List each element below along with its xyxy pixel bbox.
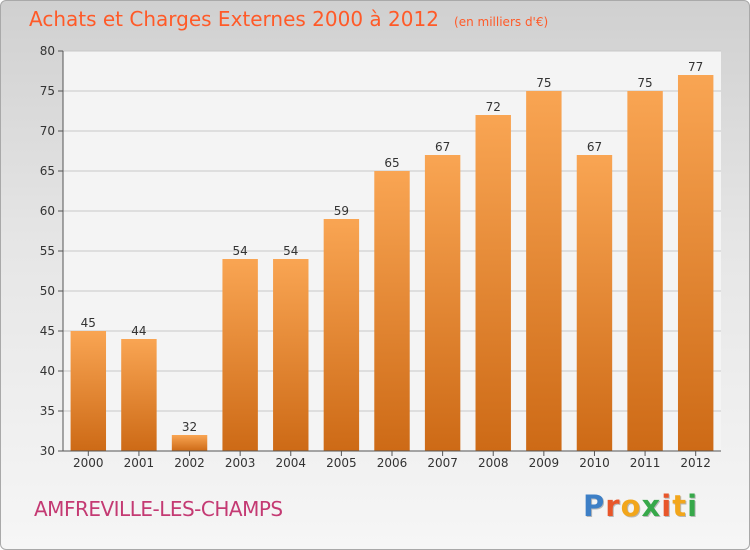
x-tick-label-2006: 2006 xyxy=(377,456,408,470)
data-label-2007: 67 xyxy=(435,140,450,154)
city-name: AMFREVILLE-LES-CHAMPS xyxy=(34,497,283,521)
y-tick-label: 35 xyxy=(40,404,55,418)
data-label-2006: 65 xyxy=(384,156,399,170)
y-tick-label: 60 xyxy=(40,204,55,218)
logo-letter: r xyxy=(605,489,621,523)
x-tick-label-2007: 2007 xyxy=(427,456,458,470)
bar-2005 xyxy=(323,219,360,451)
y-tick-label: 75 xyxy=(40,84,55,98)
x-tick-label-2003: 2003 xyxy=(225,456,256,470)
chart-title: Achats et Charges Externes 2000 à 2012 xyxy=(29,7,439,31)
logo-letter: o xyxy=(620,489,642,523)
logo-letter: i xyxy=(687,489,699,523)
proxiti-logo[interactable]: Proxiti xyxy=(583,489,698,523)
data-label-2003: 54 xyxy=(233,244,248,258)
logo-letter: P xyxy=(583,489,606,523)
y-tick-label: 50 xyxy=(40,284,55,298)
data-label-2012: 77 xyxy=(688,60,703,74)
y-tick-label: 70 xyxy=(40,124,55,138)
data-label-2004: 54 xyxy=(283,244,298,258)
x-tick-label-2004: 2004 xyxy=(275,456,306,470)
bar-2002 xyxy=(171,435,208,451)
y-tick-label: 80 xyxy=(40,44,55,58)
x-tick-label-2008: 2008 xyxy=(478,456,509,470)
y-tick-label: 30 xyxy=(40,444,55,458)
y-tick-label: 65 xyxy=(40,164,55,178)
y-tick-label: 40 xyxy=(40,364,55,378)
x-tick-label-2012: 2012 xyxy=(680,456,711,470)
x-tick-label-2005: 2005 xyxy=(326,456,357,470)
x-tick-label-2011: 2011 xyxy=(630,456,661,470)
bar-2008 xyxy=(475,115,511,451)
y-tick-label: 45 xyxy=(40,324,55,338)
logo-letter: x xyxy=(641,489,662,523)
data-label-2011: 75 xyxy=(637,76,652,90)
bar-2003 xyxy=(222,259,258,451)
bar-2009 xyxy=(526,91,562,451)
data-label-2010: 67 xyxy=(587,140,602,154)
logo-letter: t xyxy=(672,489,688,523)
title-row: Achats et Charges Externes 2000 à 2012 (… xyxy=(29,7,548,31)
bar-2010 xyxy=(576,155,613,451)
x-tick-label-2000: 2000 xyxy=(73,456,104,470)
y-tick-label: 55 xyxy=(40,244,55,258)
chart-subtitle: (en milliers d'€) xyxy=(454,15,549,29)
data-label-2009: 75 xyxy=(536,76,551,90)
x-tick-label-2001: 2001 xyxy=(124,456,155,470)
bar-2012 xyxy=(677,75,714,451)
x-tick-label-2002: 2002 xyxy=(174,456,205,470)
bar-2006 xyxy=(374,171,410,451)
data-label-2008: 72 xyxy=(486,100,501,114)
x-tick-label-2010: 2010 xyxy=(579,456,610,470)
bar-2001 xyxy=(121,339,157,451)
data-label-2002: 32 xyxy=(182,420,197,434)
data-label-2005: 59 xyxy=(334,204,349,218)
bar-2004 xyxy=(273,259,309,451)
x-tick-label-2009: 2009 xyxy=(529,456,560,470)
data-label-2000: 45 xyxy=(81,316,96,330)
bar-2011 xyxy=(627,91,663,451)
bar-2007 xyxy=(424,155,461,451)
logo-letter: i xyxy=(661,489,673,523)
bar-2000 xyxy=(70,331,107,451)
data-label-2001: 44 xyxy=(131,324,146,338)
